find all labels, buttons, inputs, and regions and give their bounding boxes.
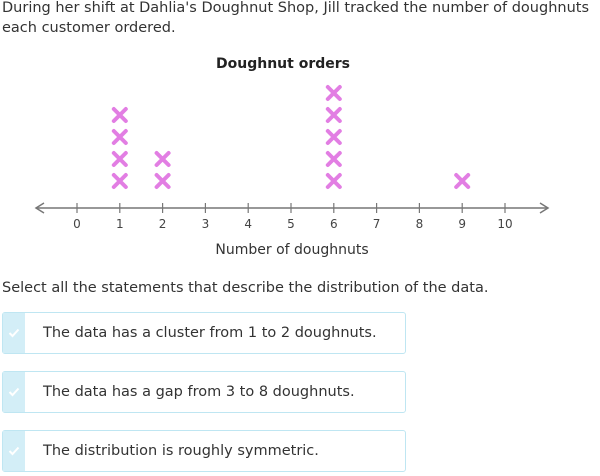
choice-label: The data has a gap from 3 to 8 doughnuts… — [43, 384, 355, 400]
x-tick-label: 10 — [497, 217, 512, 231]
prompt-text: During her shift at Dahlia's Doughnut Sh… — [2, 0, 590, 36]
x-mark — [325, 107, 342, 123]
arrow-right-icon — [539, 202, 550, 214]
x-mark — [111, 173, 128, 189]
x-mark — [454, 173, 471, 189]
choice-cluster[interactable]: The data has a cluster from 1 to 2 dough… — [2, 312, 406, 354]
checkmark-icon — [3, 313, 25, 353]
x-mark — [111, 107, 128, 123]
x-mark — [154, 151, 171, 167]
question-text: Select all the statements that describe … — [2, 280, 489, 296]
x-mark — [325, 151, 342, 167]
arrow-left-icon — [34, 202, 45, 214]
x-tick-label: 2 — [159, 217, 167, 231]
dot-plot: Doughnut orders 0 1 2 3 4 5 6 7 8 9 10 Number of d… — [34, 56, 550, 258]
chart-title: Doughnut orders — [216, 56, 350, 72]
x-tick-label: 4 — [244, 217, 252, 231]
x-mark — [111, 129, 128, 145]
x-tick-label: 7 — [373, 217, 381, 231]
x-mark — [111, 151, 128, 167]
choice-label: The distribution is roughly symmetric. — [43, 443, 319, 459]
choice-gap[interactable]: The data has a gap from 3 to 8 doughnuts… — [2, 371, 406, 413]
checkmark-icon — [3, 431, 25, 471]
x-axis-label: Number of doughnuts — [215, 242, 368, 258]
checkmark-icon — [3, 372, 25, 412]
x-tick-label: 0 — [73, 217, 81, 231]
x-tick-label: 1 — [116, 217, 124, 231]
x-mark — [325, 129, 342, 145]
x-mark — [154, 173, 171, 189]
x-tick-label: 5 — [287, 217, 295, 231]
choice-label: The data has a cluster from 1 to 2 dough… — [43, 325, 377, 341]
x-mark — [325, 173, 342, 189]
x-tick-label: 8 — [416, 217, 424, 231]
x-tick-label: 6 — [330, 217, 338, 231]
choice-symmetric[interactable]: The distribution is roughly symmetric. — [2, 430, 406, 472]
x-tick-label: 9 — [458, 217, 466, 231]
x-mark — [325, 85, 342, 101]
x-tick-label: 3 — [202, 217, 210, 231]
